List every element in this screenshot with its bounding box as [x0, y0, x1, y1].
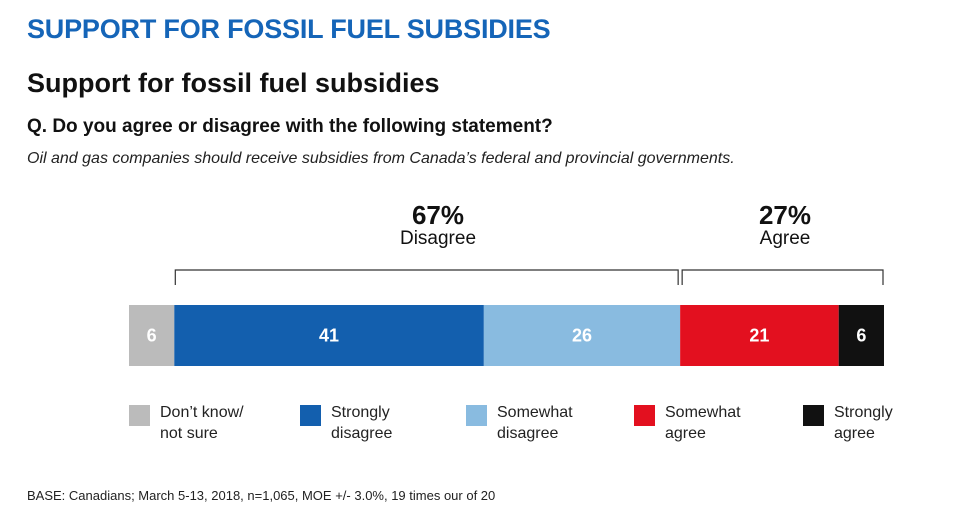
bar-label-somewhat-disagree: 26 — [572, 326, 592, 346]
legend-label-line2: not sure — [160, 425, 218, 442]
banner-title: SUPPORT FOR FOSSIL FUEL SUBSIDIES — [27, 14, 551, 44]
agree-bracket — [681, 269, 884, 285]
legend-swatch — [634, 405, 655, 426]
legend-label: Strongly disagree — [331, 402, 441, 444]
legend-item-strongly-disagree: Strongly disagree — [300, 402, 441, 444]
bar-value-labels: 6 41 26 21 6 — [147, 326, 867, 346]
bar-segments — [129, 305, 884, 366]
legend-label-line1: Somewhat — [665, 404, 741, 421]
legend-label: Strongly agree — [834, 402, 944, 444]
disagree-percent: 67% — [411, 200, 465, 230]
bar-label-strongly-disagree: 41 — [319, 326, 339, 346]
bar-label-dont-know: 6 — [147, 326, 157, 346]
bar-label-somewhat-agree: 21 — [749, 326, 769, 346]
legend-label-line1: Strongly — [834, 404, 893, 421]
legend-label-line2: disagree — [497, 425, 559, 442]
legend-item-somewhat-agree: Somewhat agree — [634, 402, 775, 444]
legend-label-line1: Strongly — [331, 404, 390, 421]
legend-item-somewhat-disagree: Somewhat disagree — [466, 402, 607, 444]
statement-text: Oil and gas companies should receive sub… — [27, 150, 735, 167]
chart-title: Support for fossil fuel subsidies — [27, 68, 440, 98]
bar-segment-strongly-disagree — [174, 305, 484, 366]
disagree-label: Disagree — [399, 228, 477, 250]
group-brackets — [174, 269, 884, 285]
legend-label: Don’t know/not sure — [160, 402, 270, 444]
agree-label: Agree — [759, 228, 811, 250]
agree-percent: 27% — [758, 200, 812, 230]
legend-label-line1: Don’t know/ — [160, 404, 244, 421]
bar-segment-strongly-agree — [838, 305, 884, 366]
legend-item-strongly-agree: Strongly agree — [803, 402, 944, 444]
legend-label: Somewhat disagree — [497, 402, 607, 444]
legend-label-line2: agree — [665, 425, 706, 442]
bar-segment-dont-know — [129, 305, 175, 366]
agree-group-label: 27% Agree — [715, 200, 855, 250]
legend-label-line2: disagree — [331, 425, 393, 442]
legend-swatch — [466, 405, 487, 426]
disagree-bracket — [174, 269, 679, 285]
legend-swatch — [129, 405, 150, 426]
bar-segment-somewhat-agree — [680, 305, 839, 366]
legend-swatch — [803, 405, 824, 426]
question-text: Q. Do you agree or disagree with the fol… — [27, 116, 553, 137]
bar-label-strongly-agree: 6 — [856, 326, 866, 346]
legend-label-line1: Somewhat — [497, 404, 573, 421]
legend-label: Somewhat agree — [665, 402, 775, 444]
legend-label-line2: agree — [834, 425, 875, 442]
legend-swatch — [300, 405, 321, 426]
disagree-group-label: 67% Disagree — [368, 200, 508, 250]
bar-segment-somewhat-disagree — [483, 305, 681, 366]
base-footnote: BASE: Canadians; March 5-13, 2018, n=1,0… — [27, 488, 496, 503]
legend-item-dont-know: Don’t know/not sure — [129, 402, 270, 444]
